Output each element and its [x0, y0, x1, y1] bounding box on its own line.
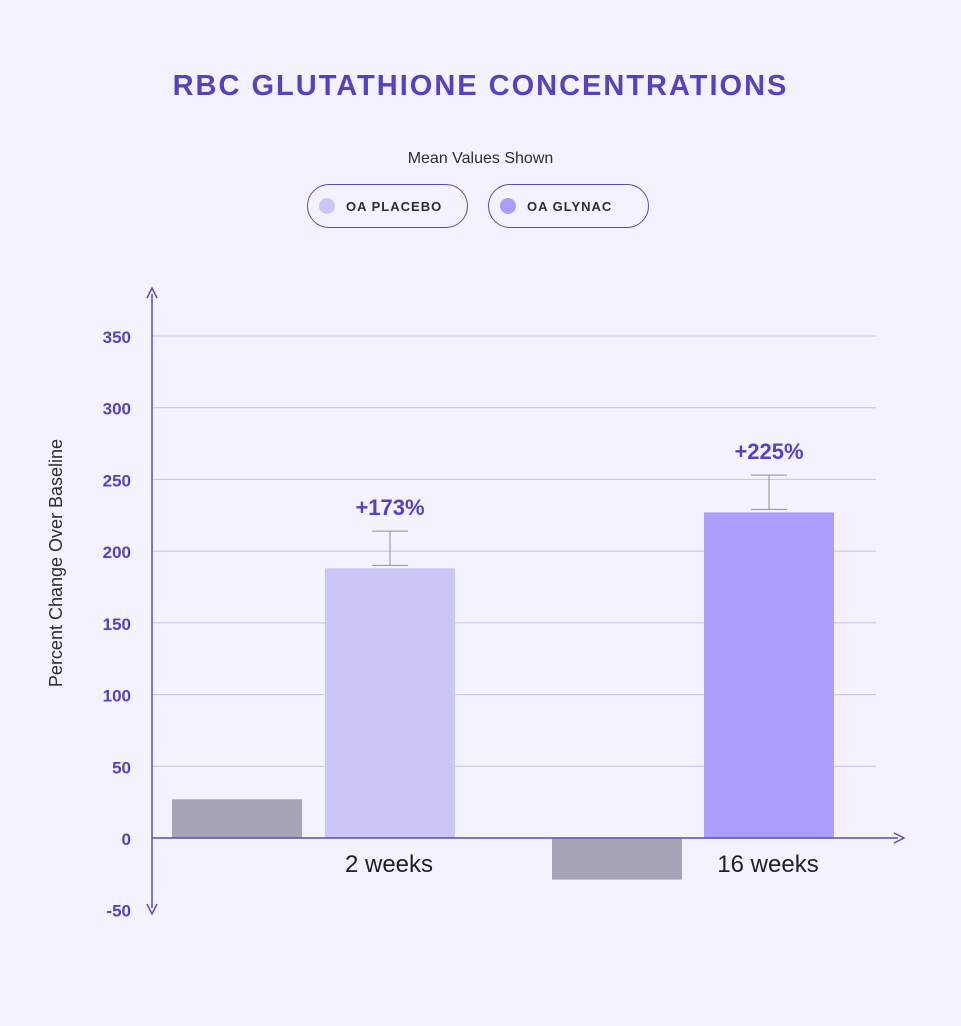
- legend-swatch-glynac: [500, 198, 516, 214]
- bar-placebo: [172, 799, 302, 838]
- chart-title: RBC GLUTATHIONE CONCENTRATIONS: [172, 70, 789, 102]
- y-tick-label: 300: [103, 400, 131, 419]
- y-axis-arrow-bottom: [146, 903, 158, 916]
- legend-label-glynac: OA GLYNAC: [527, 198, 613, 214]
- y-tick-label: 50: [112, 758, 131, 777]
- y-axis-arrow-top: [146, 286, 158, 299]
- chart-subtitle: Mean Values Shown: [407, 150, 554, 167]
- legend-label-placebo: OA PLACEBO: [346, 198, 443, 214]
- y-axis-label: Percent Change Over Baseline: [46, 439, 66, 687]
- y-tick-label: 0: [122, 830, 131, 849]
- data-annotation: +225%: [734, 439, 803, 464]
- data-annotation: +173%: [355, 495, 424, 520]
- legend-item-glynac[interactable]: OA GLYNAC: [488, 184, 649, 228]
- y-tick-label: 350: [103, 328, 131, 347]
- y-tick-label: -50: [106, 902, 131, 921]
- bar-placebo: [552, 838, 682, 880]
- y-tick-label: 150: [103, 615, 131, 634]
- x-axis-arrow: [893, 832, 906, 844]
- y-tick-label: 100: [103, 687, 131, 706]
- bar-glynac: [704, 512, 834, 838]
- y-tick-label: 250: [103, 471, 131, 490]
- x-category-label: 2 weeks: [345, 851, 433, 878]
- x-category-label: 16 weeks: [717, 851, 818, 878]
- legend-swatch-placebo: [319, 198, 335, 214]
- y-tick-label: 200: [103, 543, 131, 562]
- bar-glynac: [325, 568, 455, 838]
- legend-item-placebo[interactable]: OA PLACEBO: [307, 184, 468, 228]
